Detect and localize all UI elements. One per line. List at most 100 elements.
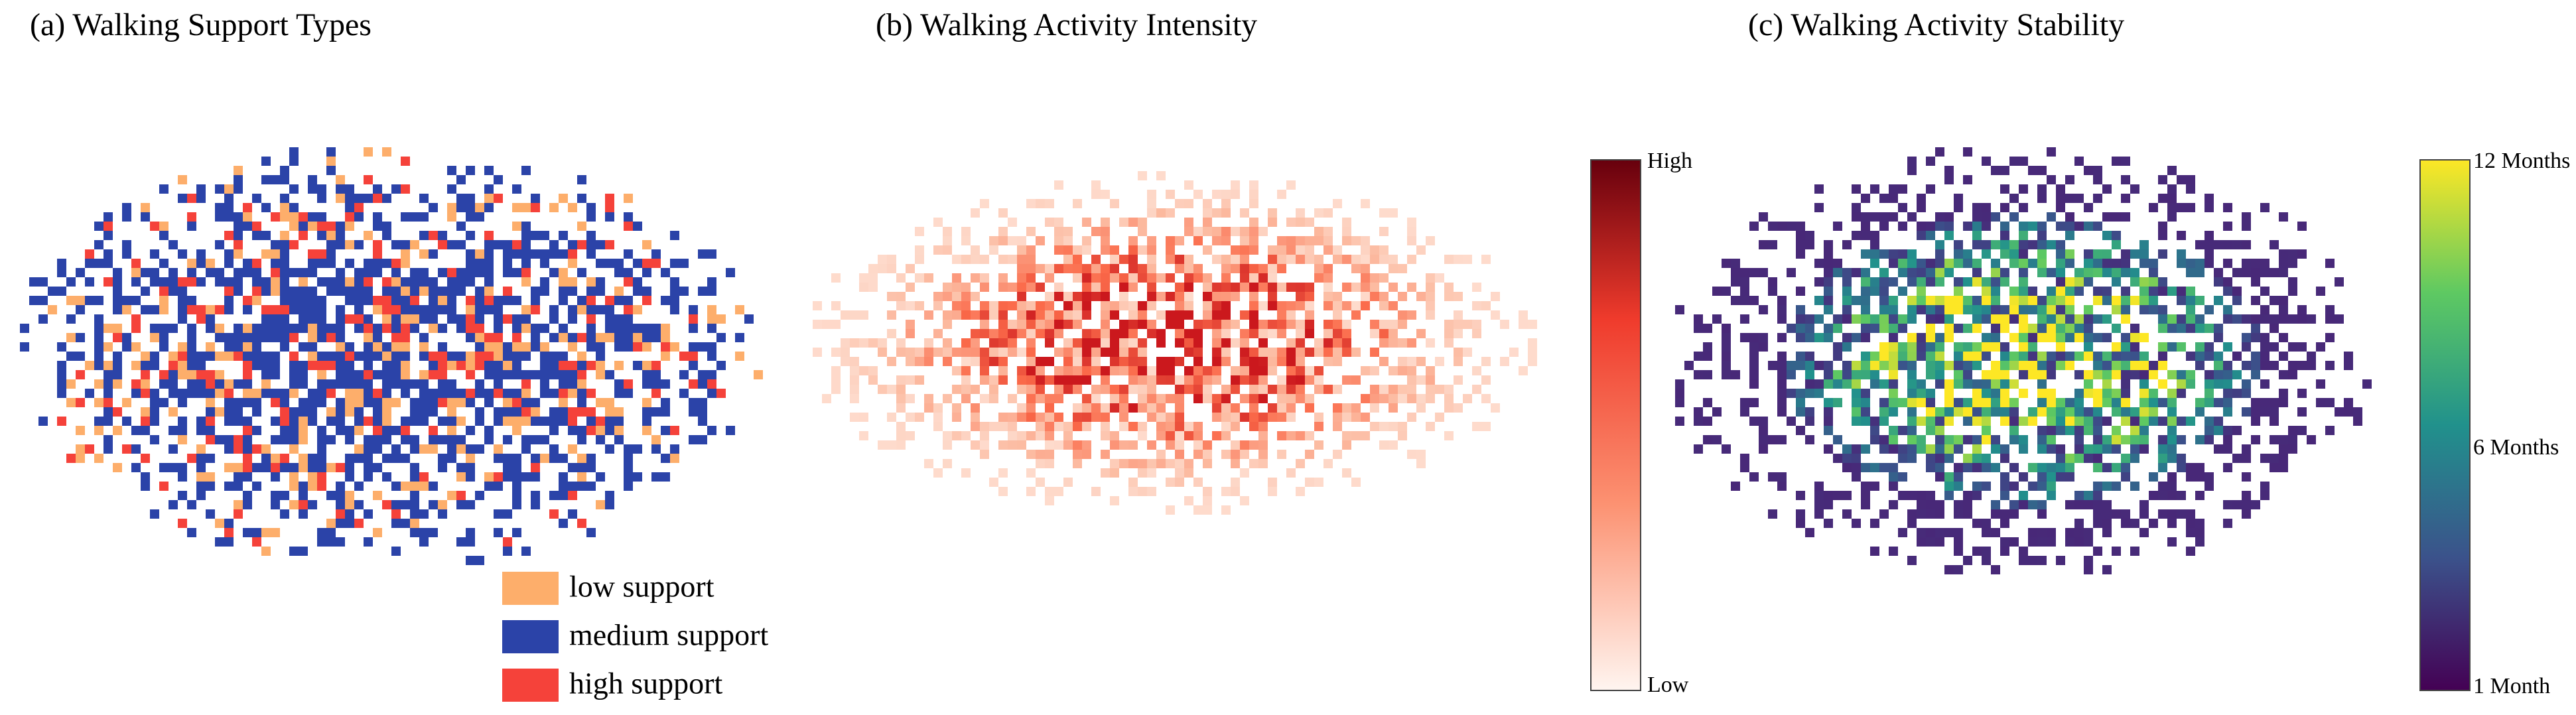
map-cell bbox=[317, 249, 326, 259]
map-cell bbox=[503, 342, 512, 352]
map-cell bbox=[2037, 435, 2047, 444]
map-cell bbox=[1166, 292, 1175, 301]
map-cell bbox=[2102, 398, 2112, 407]
map-cell bbox=[1926, 528, 1935, 537]
map-cell bbox=[896, 440, 906, 450]
map-cell bbox=[243, 435, 252, 444]
map-cell bbox=[1963, 509, 1972, 519]
map-cell bbox=[1370, 255, 1379, 264]
map-cell bbox=[234, 268, 243, 277]
map-cell bbox=[2139, 407, 2149, 417]
map-cell bbox=[1889, 389, 1898, 398]
map-cell bbox=[401, 287, 410, 296]
map-cell bbox=[1454, 292, 1463, 301]
map-cell bbox=[234, 342, 243, 352]
map-cell bbox=[484, 305, 494, 314]
map-cell bbox=[998, 236, 1008, 245]
map-cell bbox=[549, 361, 559, 370]
map-cell bbox=[679, 352, 689, 361]
map-cell bbox=[1684, 361, 1694, 370]
map-cell bbox=[141, 370, 150, 379]
map-cell bbox=[1796, 333, 1805, 342]
map-cell bbox=[2297, 342, 2307, 352]
map-cell bbox=[2037, 268, 2047, 277]
map-cell bbox=[419, 333, 429, 342]
map-cell bbox=[1777, 398, 1787, 407]
map-cell bbox=[1240, 245, 1249, 255]
map-cell bbox=[2112, 277, 2121, 287]
map-cell bbox=[503, 389, 512, 398]
map-cell bbox=[1787, 324, 1796, 333]
map-cell bbox=[1277, 264, 1286, 273]
map-cell bbox=[906, 283, 915, 292]
map-cell bbox=[391, 370, 401, 379]
map-cell bbox=[2074, 398, 2084, 407]
map-cell bbox=[1814, 333, 1824, 342]
map-cell bbox=[1926, 361, 1935, 370]
map-cell bbox=[1852, 519, 1861, 528]
map-cell bbox=[577, 240, 586, 249]
map-cell bbox=[1861, 194, 1870, 203]
map-cell bbox=[410, 417, 419, 426]
map-cell bbox=[326, 287, 336, 296]
map-cell bbox=[1389, 283, 1398, 292]
map-cell bbox=[280, 454, 289, 463]
map-cell bbox=[484, 342, 494, 352]
map-cell bbox=[1314, 413, 1323, 422]
map-cell bbox=[2074, 444, 2084, 454]
map-cell bbox=[1954, 296, 1963, 305]
map-cell bbox=[2223, 361, 2232, 370]
map-cell bbox=[2130, 370, 2139, 379]
map-cell bbox=[1982, 435, 1991, 444]
map-cell bbox=[2074, 417, 2084, 426]
map-cell bbox=[2000, 407, 2009, 417]
map-cell bbox=[1101, 413, 1110, 422]
map-cell bbox=[1379, 329, 1389, 338]
map-cell bbox=[196, 444, 206, 454]
map-cell bbox=[1008, 338, 1017, 348]
map-cell bbox=[716, 333, 726, 342]
map-cell bbox=[1314, 236, 1323, 245]
map-cell bbox=[243, 528, 252, 537]
map-cell bbox=[1026, 348, 1036, 357]
map-cell bbox=[540, 379, 549, 389]
map-cell bbox=[2112, 324, 2121, 333]
map-cell bbox=[410, 482, 419, 491]
map-cell bbox=[1852, 463, 1861, 472]
map-cell bbox=[1954, 259, 1963, 268]
map-cell bbox=[1703, 342, 1712, 352]
map-cell bbox=[1824, 333, 1833, 342]
map-cell bbox=[1296, 357, 1305, 366]
map-cell bbox=[1212, 292, 1221, 301]
map-cell bbox=[998, 301, 1008, 310]
map-cell bbox=[1221, 199, 1231, 208]
map-cell bbox=[2204, 352, 2214, 361]
map-cell bbox=[2223, 519, 2232, 528]
map-cell bbox=[1323, 338, 1333, 348]
map-cell bbox=[503, 435, 512, 444]
map-cell bbox=[2316, 287, 2325, 296]
map-cell bbox=[989, 348, 998, 357]
map-cell bbox=[2121, 472, 2130, 482]
map-cell bbox=[1073, 255, 1082, 264]
map-cell bbox=[1954, 537, 1963, 547]
map-cell bbox=[1917, 277, 1926, 287]
map-cell bbox=[2093, 287, 2102, 296]
map-cell bbox=[261, 528, 271, 537]
map-cell bbox=[1935, 407, 1944, 417]
map-cell bbox=[503, 463, 512, 472]
map-cell bbox=[605, 398, 614, 407]
map-cell bbox=[2019, 277, 2028, 287]
map-cell bbox=[577, 333, 586, 342]
map-cell bbox=[841, 338, 850, 348]
map-cell bbox=[2195, 259, 2204, 268]
map-cell bbox=[1166, 431, 1175, 440]
map-cell bbox=[1370, 329, 1379, 338]
map-cell bbox=[401, 249, 410, 259]
map-cell bbox=[308, 184, 317, 194]
map-cell bbox=[1879, 194, 1889, 203]
map-cell bbox=[2056, 454, 2065, 463]
map-cell bbox=[521, 249, 531, 259]
map-cell bbox=[1519, 366, 1528, 375]
map-cell bbox=[1444, 338, 1454, 348]
